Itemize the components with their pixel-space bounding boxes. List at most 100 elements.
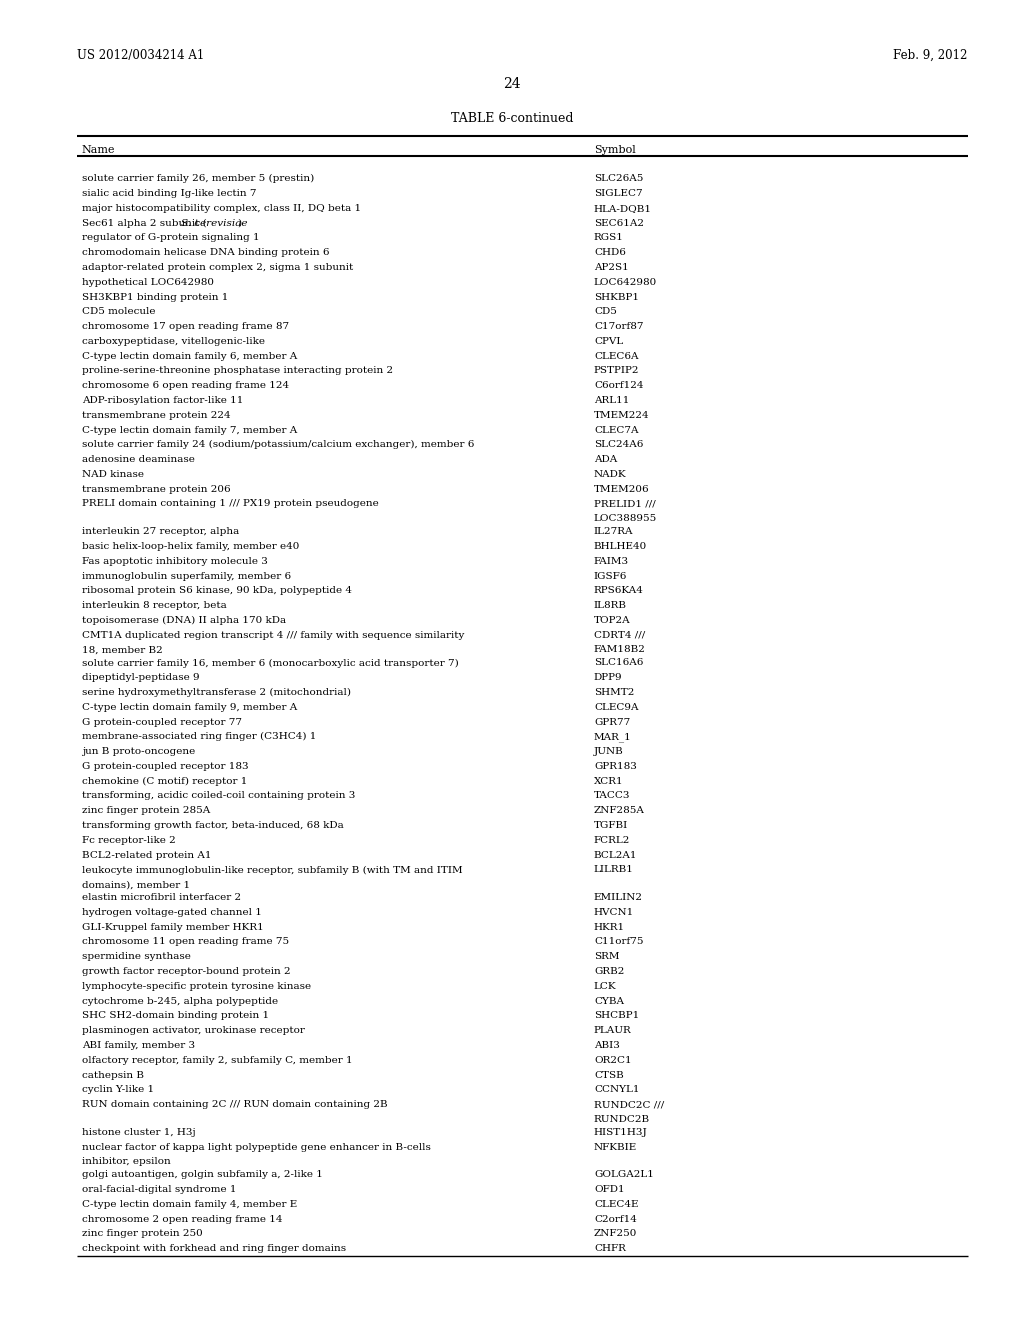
Text: XCR1: XCR1: [594, 776, 624, 785]
Text: C-type lectin domain family 4, member E: C-type lectin domain family 4, member E: [82, 1200, 297, 1209]
Text: SHKBP1: SHKBP1: [594, 293, 639, 301]
Text: PRELI domain containing 1 /// PX19 protein pseudogene: PRELI domain containing 1 /// PX19 prote…: [82, 499, 379, 508]
Text: immunoglobulin superfamily, member 6: immunoglobulin superfamily, member 6: [82, 572, 291, 581]
Text: CLEC4E: CLEC4E: [594, 1200, 638, 1209]
Text: C2orf14: C2orf14: [594, 1214, 637, 1224]
Text: olfactory receptor, family 2, subfamily C, member 1: olfactory receptor, family 2, subfamily …: [82, 1056, 352, 1065]
Text: TOP2A: TOP2A: [594, 616, 631, 624]
Text: SLC16A6: SLC16A6: [594, 659, 643, 668]
Text: TMEM206: TMEM206: [594, 484, 649, 494]
Text: C-type lectin domain family 7, member A: C-type lectin domain family 7, member A: [82, 425, 297, 434]
Text: transforming, acidic coiled-coil containing protein 3: transforming, acidic coiled-coil contain…: [82, 792, 355, 800]
Text: DPP9: DPP9: [594, 673, 623, 682]
Text: GOLGA2L1: GOLGA2L1: [594, 1171, 653, 1179]
Text: ): ): [237, 219, 241, 227]
Text: Sec61 alpha 2 subunit (: Sec61 alpha 2 subunit (: [82, 219, 207, 228]
Text: HVCN1: HVCN1: [594, 908, 634, 917]
Text: US 2012/0034214 A1: US 2012/0034214 A1: [77, 49, 204, 62]
Text: zinc finger protein 285A: zinc finger protein 285A: [82, 807, 210, 816]
Text: checkpoint with forkhead and ring finger domains: checkpoint with forkhead and ring finger…: [82, 1245, 346, 1253]
Text: CD5: CD5: [594, 308, 616, 317]
Text: cathepsin B: cathepsin B: [82, 1071, 144, 1080]
Text: LILRB1: LILRB1: [594, 866, 634, 874]
Text: RUNDC2C ///: RUNDC2C ///: [594, 1100, 665, 1109]
Text: hydrogen voltage-gated channel 1: hydrogen voltage-gated channel 1: [82, 908, 262, 917]
Text: TACC3: TACC3: [594, 792, 631, 800]
Text: CD5 molecule: CD5 molecule: [82, 308, 156, 317]
Text: cytochrome b-245, alpha polypeptide: cytochrome b-245, alpha polypeptide: [82, 997, 279, 1006]
Text: transmembrane protein 206: transmembrane protein 206: [82, 484, 230, 494]
Text: HKR1: HKR1: [594, 923, 625, 932]
Text: cyclin Y-like 1: cyclin Y-like 1: [82, 1085, 154, 1094]
Text: zinc finger protein 250: zinc finger protein 250: [82, 1229, 203, 1238]
Text: Name: Name: [82, 145, 116, 156]
Text: Fc receptor-like 2: Fc receptor-like 2: [82, 836, 176, 845]
Text: histone cluster 1, H3j: histone cluster 1, H3j: [82, 1127, 196, 1137]
Text: solute carrier family 26, member 5 (prestin): solute carrier family 26, member 5 (pres…: [82, 174, 314, 183]
Text: hypothetical LOC642980: hypothetical LOC642980: [82, 277, 214, 286]
Text: LOC388955: LOC388955: [594, 515, 657, 523]
Text: CDRT4 ///: CDRT4 ///: [594, 631, 645, 640]
Text: elastin microfibril interfacer 2: elastin microfibril interfacer 2: [82, 894, 241, 902]
Text: C-type lectin domain family 6, member A: C-type lectin domain family 6, member A: [82, 351, 297, 360]
Text: SHMT2: SHMT2: [594, 688, 634, 697]
Text: CHD6: CHD6: [594, 248, 626, 257]
Text: BCL2A1: BCL2A1: [594, 850, 637, 859]
Text: NFKBIE: NFKBIE: [594, 1143, 637, 1151]
Text: GPR77: GPR77: [594, 718, 630, 726]
Text: S. cerevisiae: S. cerevisiae: [181, 219, 248, 227]
Text: LOC642980: LOC642980: [594, 277, 657, 286]
Text: golgi autoantigen, golgin subfamily a, 2-like 1: golgi autoantigen, golgin subfamily a, 2…: [82, 1171, 323, 1179]
Text: interleukin 27 receptor, alpha: interleukin 27 receptor, alpha: [82, 527, 240, 536]
Text: NADK: NADK: [594, 470, 627, 479]
Text: chromodomain helicase DNA binding protein 6: chromodomain helicase DNA binding protei…: [82, 248, 330, 257]
Text: regulator of G-protein signaling 1: regulator of G-protein signaling 1: [82, 234, 259, 243]
Text: ADP-ribosylation factor-like 11: ADP-ribosylation factor-like 11: [82, 396, 244, 405]
Text: CCNYL1: CCNYL1: [594, 1085, 639, 1094]
Text: IL8RB: IL8RB: [594, 601, 627, 610]
Text: TGFBI: TGFBI: [594, 821, 628, 830]
Text: FCRL2: FCRL2: [594, 836, 631, 845]
Text: ABI3: ABI3: [594, 1041, 620, 1049]
Text: SHCBP1: SHCBP1: [594, 1011, 639, 1020]
Text: SH3KBP1 binding protein 1: SH3KBP1 binding protein 1: [82, 293, 228, 301]
Text: growth factor receptor-bound protein 2: growth factor receptor-bound protein 2: [82, 968, 291, 975]
Text: chromosome 17 open reading frame 87: chromosome 17 open reading frame 87: [82, 322, 289, 331]
Text: chromosome 2 open reading frame 14: chromosome 2 open reading frame 14: [82, 1214, 283, 1224]
Text: C11orf75: C11orf75: [594, 937, 643, 946]
Text: ZNF250: ZNF250: [594, 1229, 637, 1238]
Text: plasminogen activator, urokinase receptor: plasminogen activator, urokinase recepto…: [82, 1026, 305, 1035]
Text: CYBA: CYBA: [594, 997, 624, 1006]
Text: chromosome 11 open reading frame 75: chromosome 11 open reading frame 75: [82, 937, 289, 946]
Text: nuclear factor of kappa light polypeptide gene enhancer in B-cells: nuclear factor of kappa light polypeptid…: [82, 1143, 431, 1151]
Text: RUN domain containing 2C /// RUN domain containing 2B: RUN domain containing 2C /// RUN domain …: [82, 1100, 387, 1109]
Text: oral-facial-digital syndrome 1: oral-facial-digital syndrome 1: [82, 1185, 237, 1195]
Text: solute carrier family 24 (sodium/potassium/calcium exchanger), member 6: solute carrier family 24 (sodium/potassi…: [82, 441, 474, 450]
Text: RUNDC2B: RUNDC2B: [594, 1115, 650, 1123]
Text: ARL11: ARL11: [594, 396, 630, 405]
Text: CLEC6A: CLEC6A: [594, 351, 638, 360]
Text: FAIM3: FAIM3: [594, 557, 629, 566]
Text: ribosomal protein S6 kinase, 90 kDa, polypeptide 4: ribosomal protein S6 kinase, 90 kDa, pol…: [82, 586, 352, 595]
Text: SHC SH2-domain binding protein 1: SHC SH2-domain binding protein 1: [82, 1011, 269, 1020]
Text: solute carrier family 16, member 6 (monocarboxylic acid transporter 7): solute carrier family 16, member 6 (mono…: [82, 659, 459, 668]
Text: HLA-DQB1: HLA-DQB1: [594, 203, 652, 213]
Text: AP2S1: AP2S1: [594, 263, 629, 272]
Text: sialic acid binding Ig-like lectin 7: sialic acid binding Ig-like lectin 7: [82, 189, 256, 198]
Text: G protein-coupled receptor 183: G protein-coupled receptor 183: [82, 762, 249, 771]
Text: dipeptidyl-peptidase 9: dipeptidyl-peptidase 9: [82, 673, 200, 682]
Text: BCL2-related protein A1: BCL2-related protein A1: [82, 850, 211, 859]
Text: chemokine (C motif) receptor 1: chemokine (C motif) receptor 1: [82, 776, 247, 785]
Text: MAR_1: MAR_1: [594, 733, 632, 742]
Text: C-type lectin domain family 9, member A: C-type lectin domain family 9, member A: [82, 702, 297, 711]
Text: topoisomerase (DNA) II alpha 170 kDa: topoisomerase (DNA) II alpha 170 kDa: [82, 616, 286, 626]
Text: GLI-Kruppel family member HKR1: GLI-Kruppel family member HKR1: [82, 923, 263, 932]
Text: Feb. 9, 2012: Feb. 9, 2012: [893, 49, 968, 62]
Text: BHLHE40: BHLHE40: [594, 543, 647, 550]
Text: SRM: SRM: [594, 952, 620, 961]
Text: OR2C1: OR2C1: [594, 1056, 632, 1065]
Text: IGSF6: IGSF6: [594, 572, 628, 581]
Text: Fas apoptotic inhibitory molecule 3: Fas apoptotic inhibitory molecule 3: [82, 557, 268, 566]
Text: FAM18B2: FAM18B2: [594, 645, 646, 655]
Text: carboxypeptidase, vitellogenic-like: carboxypeptidase, vitellogenic-like: [82, 337, 265, 346]
